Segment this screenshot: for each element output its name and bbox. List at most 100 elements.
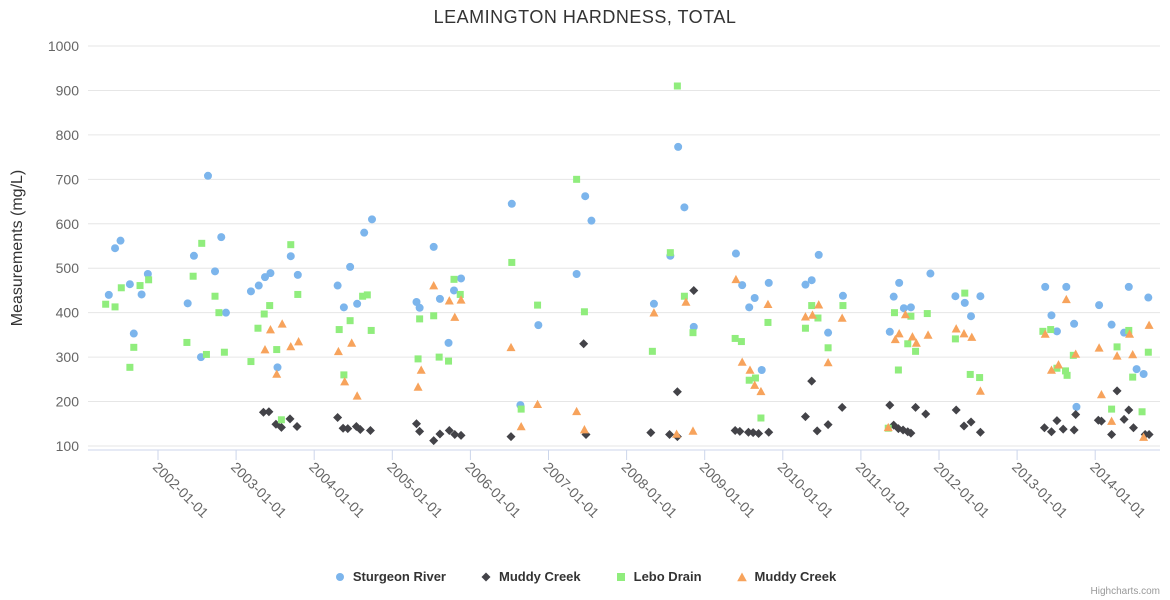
point-muddy-creek-1[interactable] bbox=[333, 413, 343, 423]
point-muddy-creek-3[interactable] bbox=[737, 357, 747, 366]
point-muddy-creek-1[interactable] bbox=[258, 407, 268, 417]
point-sturgeon-river-0[interactable] bbox=[572, 270, 581, 278]
point-muddy-creek-1[interactable] bbox=[450, 429, 460, 439]
point-sturgeon-river-0[interactable] bbox=[906, 303, 915, 312]
point-muddy-creek-1[interactable] bbox=[885, 400, 895, 410]
point-sturgeon-river-0[interactable] bbox=[731, 249, 740, 258]
point-muddy-creek-3[interactable] bbox=[756, 386, 766, 396]
point-sturgeon-river-0[interactable] bbox=[680, 203, 689, 212]
point-lebo-drain-2[interactable] bbox=[894, 366, 902, 374]
point-sturgeon-river-0[interactable] bbox=[689, 322, 698, 331]
point-lebo-drain-2[interactable] bbox=[573, 175, 581, 183]
point-muddy-creek-1[interactable] bbox=[906, 428, 916, 438]
point-sturgeon-river-0[interactable] bbox=[457, 274, 466, 283]
point-muddy-creek-3[interactable] bbox=[265, 325, 275, 334]
point-muddy-creek-3[interactable] bbox=[1061, 294, 1071, 304]
point-sturgeon-river-0[interactable] bbox=[429, 242, 438, 251]
point-sturgeon-river-0[interactable] bbox=[444, 338, 453, 347]
point-lebo-drain-2[interactable] bbox=[346, 317, 354, 325]
point-sturgeon-river-0[interactable] bbox=[951, 292, 960, 301]
point-muddy-creek-3[interactable] bbox=[572, 406, 582, 416]
point-lebo-drain-2[interactable] bbox=[1047, 326, 1055, 334]
point-muddy-creek-1[interactable] bbox=[292, 421, 302, 431]
point-sturgeon-river-0[interactable] bbox=[129, 329, 138, 338]
point-lebo-drain-2[interactable] bbox=[130, 343, 138, 351]
point-lebo-drain-2[interactable] bbox=[534, 301, 542, 309]
point-lebo-drain-2[interactable] bbox=[1062, 367, 1070, 375]
point-muddy-creek-1[interactable] bbox=[1124, 405, 1134, 415]
point-muddy-creek-1[interactable] bbox=[672, 387, 682, 397]
point-muddy-creek-3[interactable] bbox=[672, 429, 682, 438]
point-muddy-creek-1[interactable] bbox=[415, 426, 425, 436]
point-muddy-creek-1[interactable] bbox=[735, 426, 745, 436]
point-muddy-creek-1[interactable] bbox=[823, 420, 833, 430]
point-sturgeon-river-0[interactable] bbox=[895, 278, 904, 287]
point-sturgeon-river-0[interactable] bbox=[367, 215, 376, 224]
point-sturgeon-river-0[interactable] bbox=[1132, 365, 1141, 374]
point-lebo-drain-2[interactable] bbox=[904, 340, 912, 348]
point-lebo-drain-2[interactable] bbox=[1063, 371, 1071, 379]
point-sturgeon-river-0[interactable] bbox=[838, 291, 847, 300]
point-muddy-creek-3[interactable] bbox=[807, 310, 817, 319]
point-muddy-creek-1[interactable] bbox=[1071, 409, 1081, 419]
point-lebo-drain-2[interactable] bbox=[367, 326, 375, 334]
point-muddy-creek-3[interactable] bbox=[579, 425, 589, 434]
point-muddy-creek-3[interactable] bbox=[890, 334, 900, 344]
point-lebo-drain-2[interactable] bbox=[445, 357, 453, 365]
point-lebo-drain-2[interactable] bbox=[117, 284, 125, 292]
point-lebo-drain-2[interactable] bbox=[1113, 343, 1121, 351]
point-muddy-creek-3[interactable] bbox=[1128, 349, 1138, 359]
point-sturgeon-river-0[interactable] bbox=[750, 294, 759, 302]
point-muddy-creek-3[interactable] bbox=[456, 295, 466, 304]
point-muddy-creek-1[interactable] bbox=[959, 421, 969, 431]
point-muddy-creek-3[interactable] bbox=[1112, 351, 1122, 360]
point-sturgeon-river-0[interactable] bbox=[260, 273, 269, 282]
point-sturgeon-river-0[interactable] bbox=[203, 171, 212, 180]
point-sturgeon-river-0[interactable] bbox=[266, 269, 275, 278]
point-muddy-creek-3[interactable] bbox=[352, 391, 362, 400]
point-muddy-creek-1[interactable] bbox=[812, 426, 822, 436]
point-lebo-drain-2[interactable] bbox=[126, 363, 134, 371]
point-muddy-creek-3[interactable] bbox=[911, 338, 921, 347]
point-lebo-drain-2[interactable] bbox=[508, 258, 516, 266]
legend-item-muddy-creek-3[interactable]: Muddy Creek bbox=[736, 569, 836, 584]
point-muddy-creek-1[interactable] bbox=[921, 409, 931, 419]
point-muddy-creek-3[interactable] bbox=[907, 332, 917, 341]
point-lebo-drain-2[interactable] bbox=[211, 292, 219, 300]
point-sturgeon-river-0[interactable] bbox=[137, 290, 146, 299]
point-sturgeon-river-0[interactable] bbox=[104, 290, 113, 299]
point-lebo-drain-2[interactable] bbox=[363, 291, 371, 299]
point-muddy-creek-1[interactable] bbox=[665, 429, 675, 439]
point-muddy-creek-3[interactable] bbox=[900, 309, 910, 319]
point-lebo-drain-2[interactable] bbox=[907, 312, 915, 320]
point-sturgeon-river-0[interactable] bbox=[360, 228, 369, 237]
point-muddy-creek-3[interactable] bbox=[688, 426, 698, 435]
point-muddy-creek-3[interactable] bbox=[416, 365, 426, 374]
point-muddy-creek-3[interactable] bbox=[1144, 320, 1154, 329]
point-sturgeon-river-0[interactable] bbox=[899, 304, 908, 313]
point-muddy-creek-3[interactable] bbox=[800, 312, 810, 321]
point-lebo-drain-2[interactable] bbox=[839, 302, 847, 310]
point-lebo-drain-2[interactable] bbox=[145, 276, 153, 284]
point-lebo-drain-2[interactable] bbox=[111, 303, 119, 311]
point-muddy-creek-3[interactable] bbox=[837, 313, 847, 322]
point-lebo-drain-2[interactable] bbox=[287, 241, 295, 249]
point-lebo-drain-2[interactable] bbox=[260, 310, 268, 318]
point-sturgeon-river-0[interactable] bbox=[1041, 282, 1050, 291]
point-lebo-drain-2[interactable] bbox=[294, 290, 302, 298]
point-lebo-drain-2[interactable] bbox=[435, 353, 443, 361]
point-lebo-drain-2[interactable] bbox=[689, 329, 697, 337]
point-sturgeon-river-0[interactable] bbox=[967, 312, 976, 321]
point-muddy-creek-1[interactable] bbox=[807, 376, 817, 386]
point-muddy-creek-1[interactable] bbox=[1058, 424, 1068, 434]
point-muddy-creek-1[interactable] bbox=[754, 429, 764, 439]
point-sturgeon-river-0[interactable] bbox=[116, 236, 125, 245]
point-sturgeon-river-0[interactable] bbox=[449, 286, 458, 295]
point-muddy-creek-3[interactable] bbox=[506, 342, 516, 352]
point-lebo-drain-2[interactable] bbox=[912, 347, 920, 355]
point-muddy-creek-1[interactable] bbox=[1144, 429, 1154, 439]
point-lebo-drain-2[interactable] bbox=[1129, 373, 1137, 381]
point-sturgeon-river-0[interactable] bbox=[435, 294, 444, 303]
point-sturgeon-river-0[interactable] bbox=[745, 303, 754, 312]
point-muddy-creek-3[interactable] bbox=[340, 377, 350, 386]
